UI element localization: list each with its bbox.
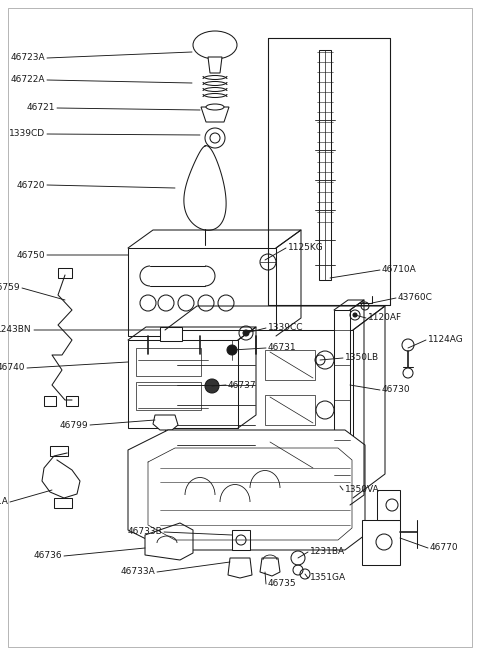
Bar [66, 396, 78, 406]
Text: 46733B: 46733B [127, 527, 162, 536]
Bar [50, 446, 68, 456]
Text: 46733A: 46733A [120, 567, 155, 576]
Text: 46722A: 46722A [11, 75, 45, 84]
Text: 46736: 46736 [34, 552, 62, 561]
Text: 1243BN: 1243BN [0, 326, 32, 335]
Bar [232, 530, 250, 550]
Circle shape [353, 313, 357, 317]
Polygon shape [319, 50, 331, 280]
Ellipse shape [206, 104, 224, 110]
Bar [136, 382, 201, 410]
Bar [58, 268, 72, 278]
Polygon shape [128, 340, 238, 428]
Polygon shape [362, 520, 400, 565]
Polygon shape [153, 415, 178, 430]
Text: 46721: 46721 [26, 103, 55, 113]
Polygon shape [145, 523, 193, 560]
Text: 46723A: 46723A [11, 54, 45, 62]
Circle shape [243, 330, 249, 336]
Circle shape [227, 345, 237, 355]
Text: 1350VA: 1350VA [345, 485, 380, 495]
Ellipse shape [193, 31, 237, 59]
Circle shape [316, 451, 334, 469]
Bar [265, 350, 315, 380]
Text: 46740: 46740 [0, 364, 25, 373]
Bar [265, 395, 315, 425]
Bar [136, 348, 201, 376]
Text: 1339CC: 1339CC [268, 324, 303, 333]
Bar [44, 396, 56, 406]
Polygon shape [165, 330, 353, 498]
Polygon shape [324, 495, 360, 510]
Bar [160, 327, 182, 341]
Text: 1351GA: 1351GA [310, 574, 346, 582]
Text: 1231BA: 1231BA [310, 548, 345, 557]
Polygon shape [128, 248, 276, 336]
Text: 43760C: 43760C [398, 293, 433, 303]
Polygon shape [334, 310, 350, 505]
Polygon shape [208, 57, 222, 73]
Text: 1124AG: 1124AG [428, 335, 464, 345]
Circle shape [316, 351, 334, 369]
Text: 46750: 46750 [16, 250, 45, 259]
Polygon shape [128, 430, 365, 550]
Polygon shape [260, 558, 280, 576]
Text: 1125KG: 1125KG [288, 244, 324, 252]
Text: 46737: 46737 [228, 381, 257, 390]
Circle shape [205, 379, 219, 393]
Text: 46730: 46730 [382, 386, 410, 394]
Polygon shape [377, 490, 400, 520]
Bar [54, 498, 72, 508]
Text: 46799: 46799 [60, 421, 88, 430]
Circle shape [316, 401, 334, 419]
Text: 91651A: 91651A [0, 498, 8, 506]
Polygon shape [228, 558, 252, 578]
Text: 46731: 46731 [268, 343, 297, 352]
Text: 1120AF: 1120AF [368, 314, 402, 322]
Text: 46710A: 46710A [382, 265, 417, 274]
Text: 1350LB: 1350LB [345, 354, 379, 362]
Bar [265, 440, 315, 470]
Text: 1339CD: 1339CD [9, 130, 45, 138]
Text: 46735: 46735 [268, 580, 297, 588]
Polygon shape [201, 107, 229, 122]
Text: 46720: 46720 [16, 181, 45, 189]
Text: 46770: 46770 [430, 544, 458, 553]
Text: 46759: 46759 [0, 284, 20, 293]
